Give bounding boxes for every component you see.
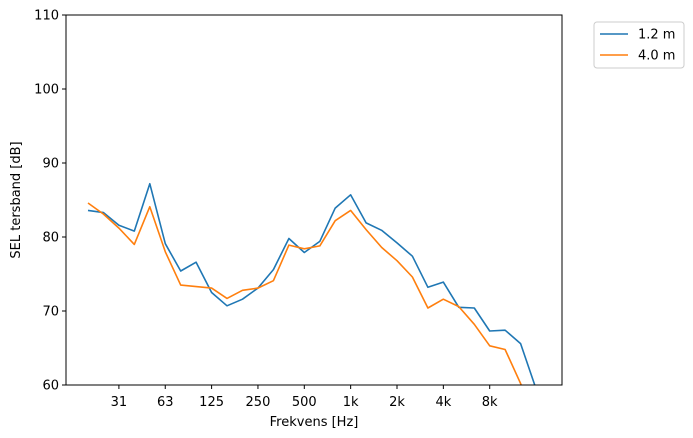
y-tick-label: 100: [34, 83, 59, 98]
x-tick-label: 125: [199, 395, 224, 410]
y-axis-label: SEL tersband [dB]: [9, 141, 24, 258]
x-tick-label: 8k: [482, 395, 498, 410]
x-tick-label: 4k: [435, 395, 451, 410]
x-axis: 31 63 125 250 500 1k 2k 4k 8k: [111, 385, 498, 410]
series-line-1: [87, 182, 536, 385]
y-tick-label: 110: [34, 9, 59, 24]
x-axis-label: Frekvens [Hz]: [270, 415, 359, 430]
y-tick-label: 60: [42, 379, 59, 394]
x-tick-label: 63: [157, 395, 174, 410]
legend-label: 4.0 m: [638, 49, 675, 64]
x-tick-label: 1k: [343, 395, 359, 410]
x-tick-label: 500: [292, 395, 317, 410]
legend: 1.2 m 4.0 m: [593, 21, 685, 69]
legend-label: 1.2 m: [638, 28, 675, 43]
x-tick-label: 31: [111, 395, 128, 410]
y-tick-label: 70: [42, 305, 59, 320]
x-tick-label: 250: [246, 395, 271, 410]
x-tick-label: 2k: [389, 395, 405, 410]
plot-frame: [65, 14, 563, 386]
y-tick-label: 80: [42, 231, 59, 246]
series-line-2: [87, 202, 523, 385]
y-axis: 60 70 80 90 100 110: [34, 9, 66, 394]
y-tick-label: 90: [42, 157, 59, 172]
series-layer: [87, 182, 536, 385]
